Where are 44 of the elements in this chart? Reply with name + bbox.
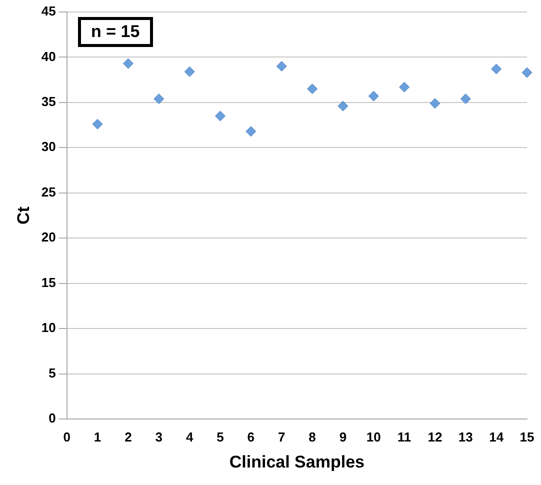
x-tick-label: 9 (339, 429, 347, 444)
point (214, 110, 226, 122)
y-tick-label: 5 (48, 365, 56, 380)
x-tick-label: 3 (155, 429, 163, 444)
x-tick-label: 12 (428, 429, 442, 444)
y-tick-label: 10 (41, 320, 56, 336)
annotation: n = 15 (78, 17, 153, 47)
y-tick-label: 20 (41, 230, 56, 245)
point (368, 90, 379, 102)
point (92, 118, 103, 130)
point (246, 126, 256, 137)
y-tick-label: 35 (41, 94, 56, 110)
x-tick-label: 2 (124, 429, 132, 444)
x-tick-label: 13 (458, 429, 473, 444)
y-tick-label: 45 (41, 4, 56, 19)
x-tick-label: 5 (216, 429, 224, 444)
x-tick-label: 10 (366, 429, 381, 444)
x-tick-label: 7 (278, 429, 286, 444)
point (430, 98, 440, 109)
x-tick-label: 8 (308, 429, 316, 444)
x-tick-label: 14 (489, 429, 504, 444)
y-tick-label: 30 (41, 139, 56, 154)
y-tick-label: 15 (41, 274, 56, 290)
x-tick-label: 11 (397, 429, 412, 444)
point (276, 61, 287, 72)
y-tick-label: 0 (48, 410, 56, 426)
x-tick-label: 4 (186, 429, 194, 444)
point (338, 100, 348, 112)
y-axis-title: Ct (14, 206, 33, 224)
point (460, 94, 471, 104)
point (491, 64, 502, 74)
point (307, 84, 318, 94)
x-axis-title: Clinical Samples (229, 452, 364, 472)
x-tick-label: 6 (247, 429, 255, 444)
point (184, 66, 195, 77)
x-tick-label: 1 (94, 429, 102, 444)
y-tick-label: 40 (41, 48, 56, 64)
point (522, 67, 532, 78)
y-tick-label: 25 (41, 184, 56, 200)
x-tick-label: 15 (520, 429, 534, 444)
point (399, 82, 410, 92)
point (122, 58, 134, 69)
x-tick-label: 0 (63, 429, 70, 444)
point (154, 94, 164, 104)
